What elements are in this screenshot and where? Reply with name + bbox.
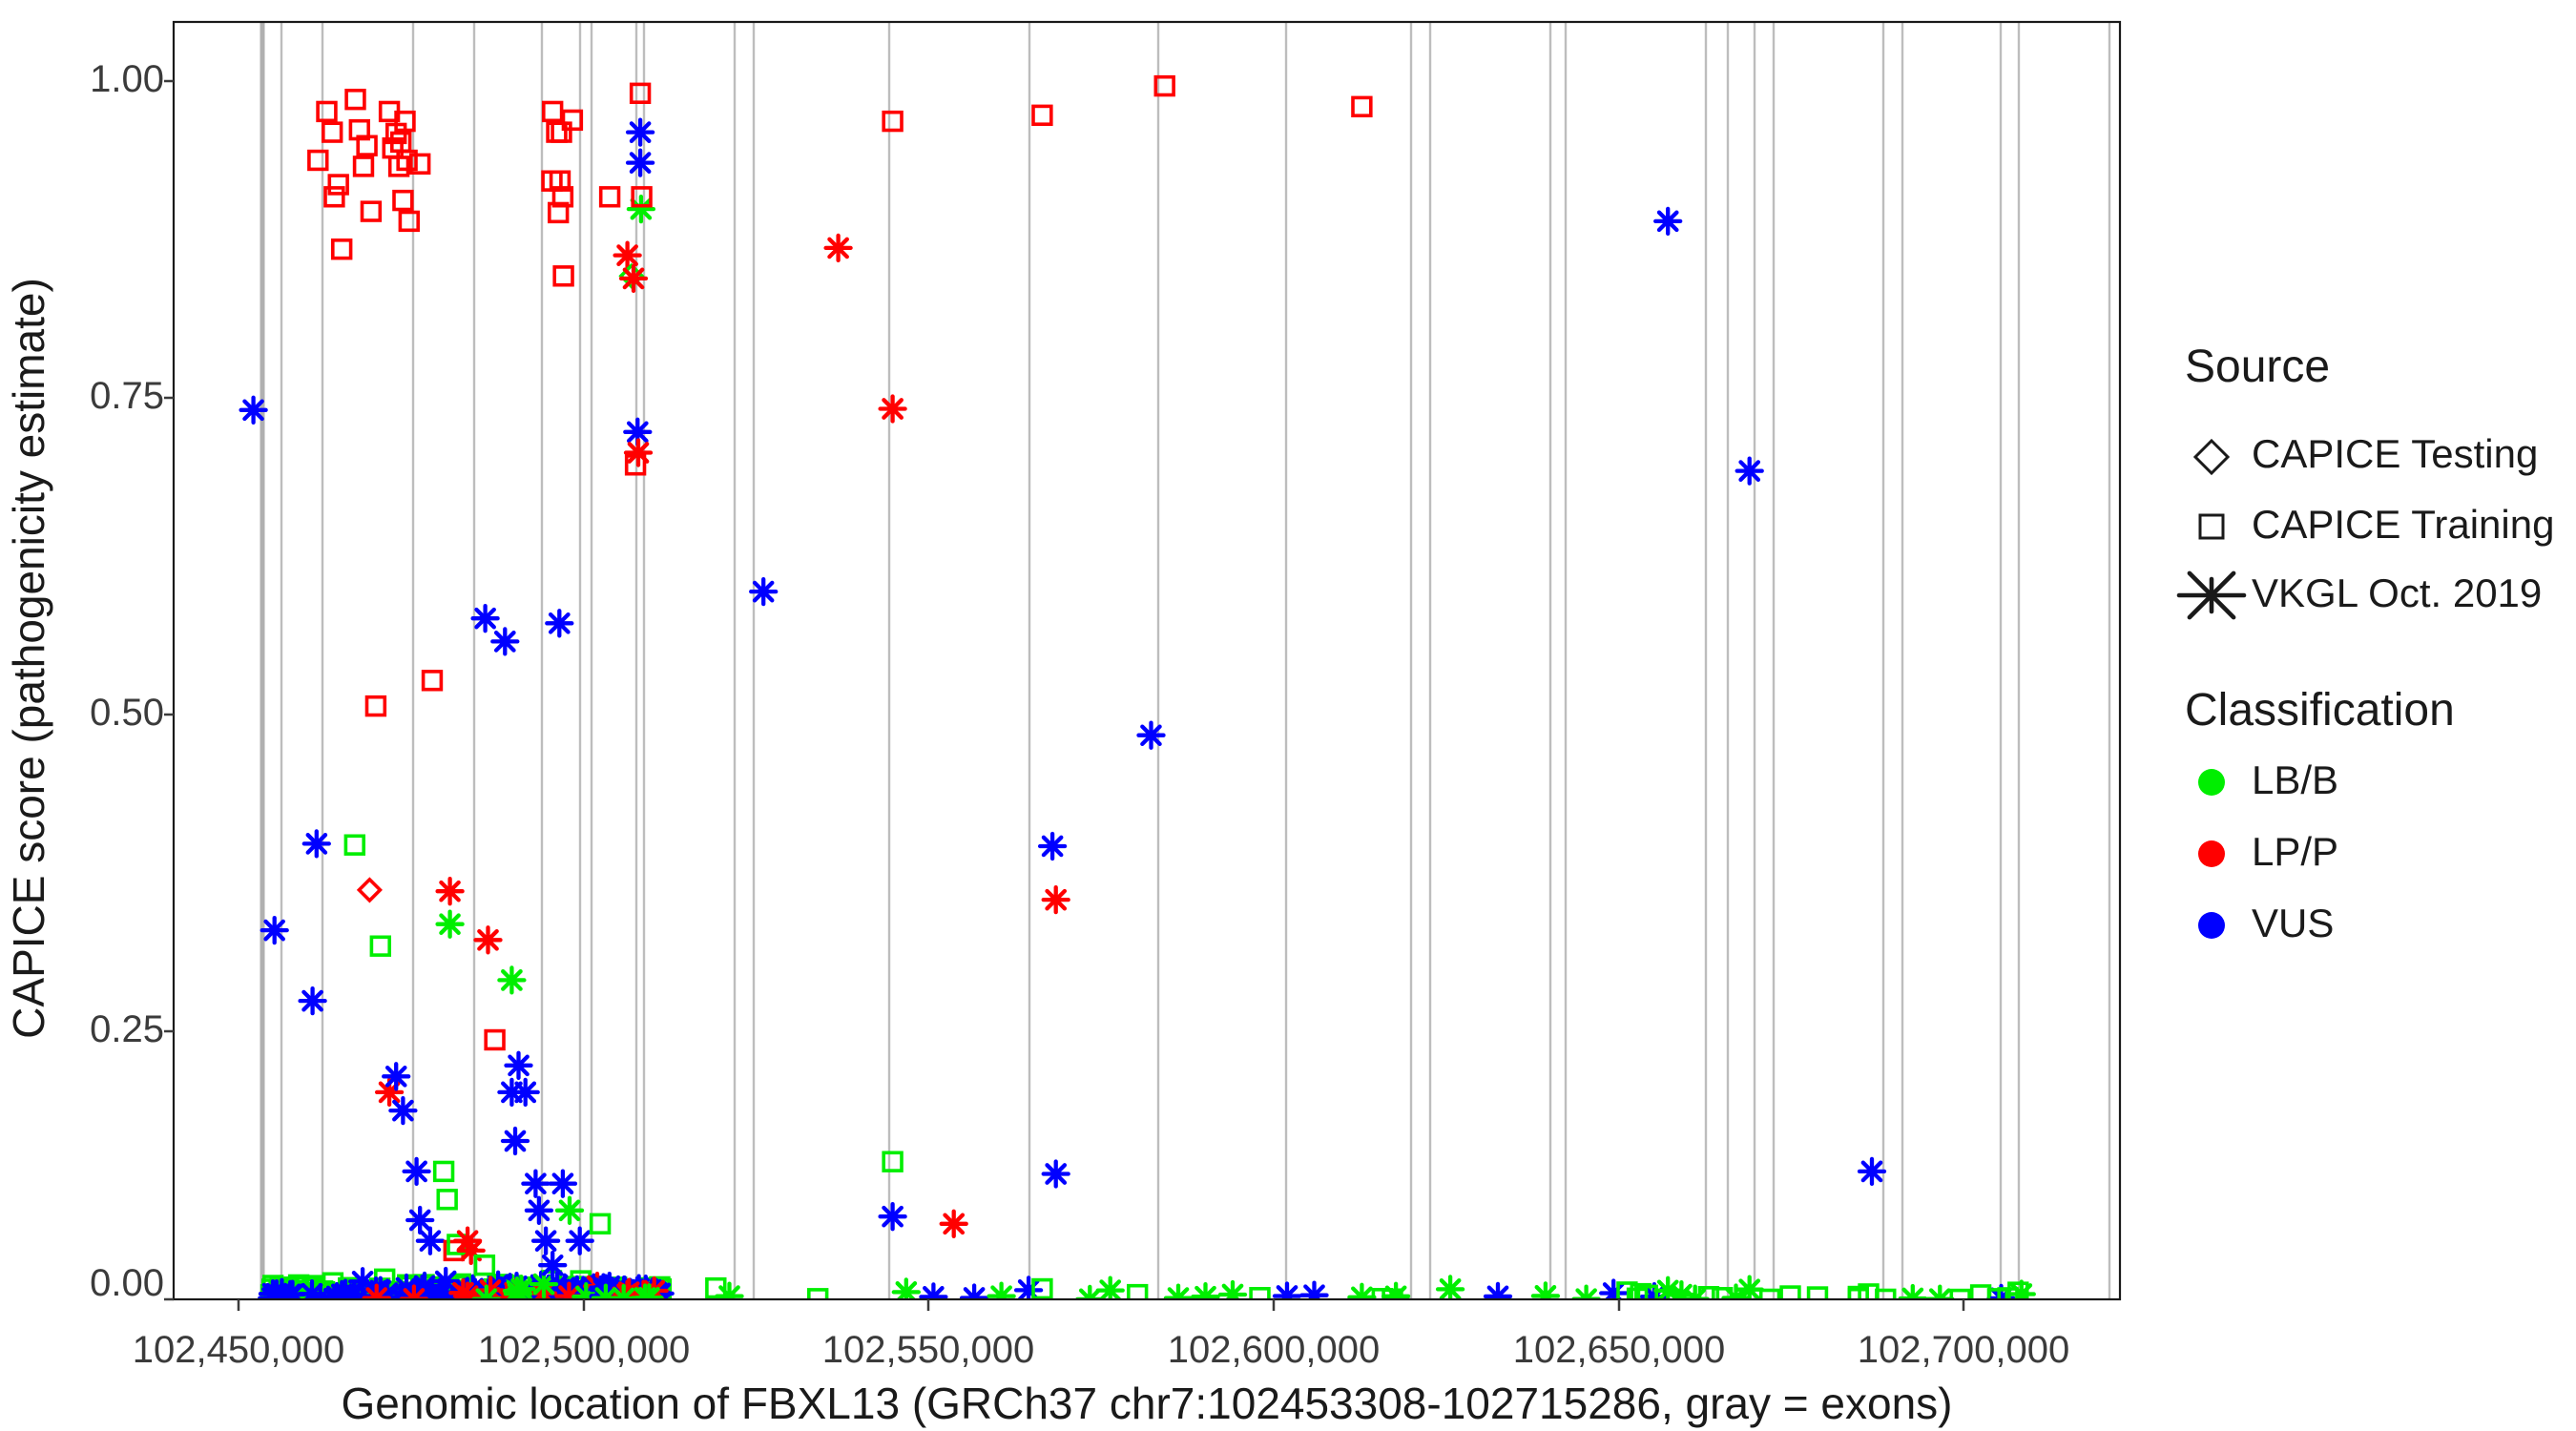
svg-text:102,700,000: 102,700,000 bbox=[1858, 1329, 2069, 1371]
svg-text:102,550,000: 102,550,000 bbox=[822, 1329, 1034, 1371]
svg-text:0.50: 0.50 bbox=[90, 692, 164, 734]
svg-text:1.00: 1.00 bbox=[90, 58, 164, 100]
svg-text:0.00: 0.00 bbox=[90, 1262, 164, 1304]
svg-text:0.25: 0.25 bbox=[90, 1008, 164, 1050]
svg-text:LP/P: LP/P bbox=[2252, 829, 2338, 874]
svg-text:Classification: Classification bbox=[2185, 685, 2455, 736]
svg-text:LB/B: LB/B bbox=[2252, 757, 2338, 802]
svg-text:CAPICE Training: CAPICE Training bbox=[2252, 502, 2554, 547]
svg-text:0.75: 0.75 bbox=[90, 375, 164, 417]
svg-text:VUS: VUS bbox=[2252, 901, 2334, 945]
svg-text:Genomic location of FBXL13 (GR: Genomic location of FBXL13 (GRCh37 chr7:… bbox=[342, 1379, 1953, 1428]
svg-text:CAPICE score (pathogenicity es: CAPICE score (pathogenicity estimate) bbox=[4, 278, 53, 1039]
svg-text:VKGL Oct. 2019: VKGL Oct. 2019 bbox=[2252, 570, 2542, 615]
svg-text:102,450,000: 102,450,000 bbox=[133, 1329, 344, 1371]
svg-text:102,650,000: 102,650,000 bbox=[1513, 1329, 1725, 1371]
svg-text:CAPICE Testing: CAPICE Testing bbox=[2252, 431, 2538, 476]
svg-text:Source: Source bbox=[2185, 342, 2330, 392]
svg-text:102,500,000: 102,500,000 bbox=[478, 1329, 690, 1371]
svg-text:102,600,000: 102,600,000 bbox=[1168, 1329, 1380, 1371]
